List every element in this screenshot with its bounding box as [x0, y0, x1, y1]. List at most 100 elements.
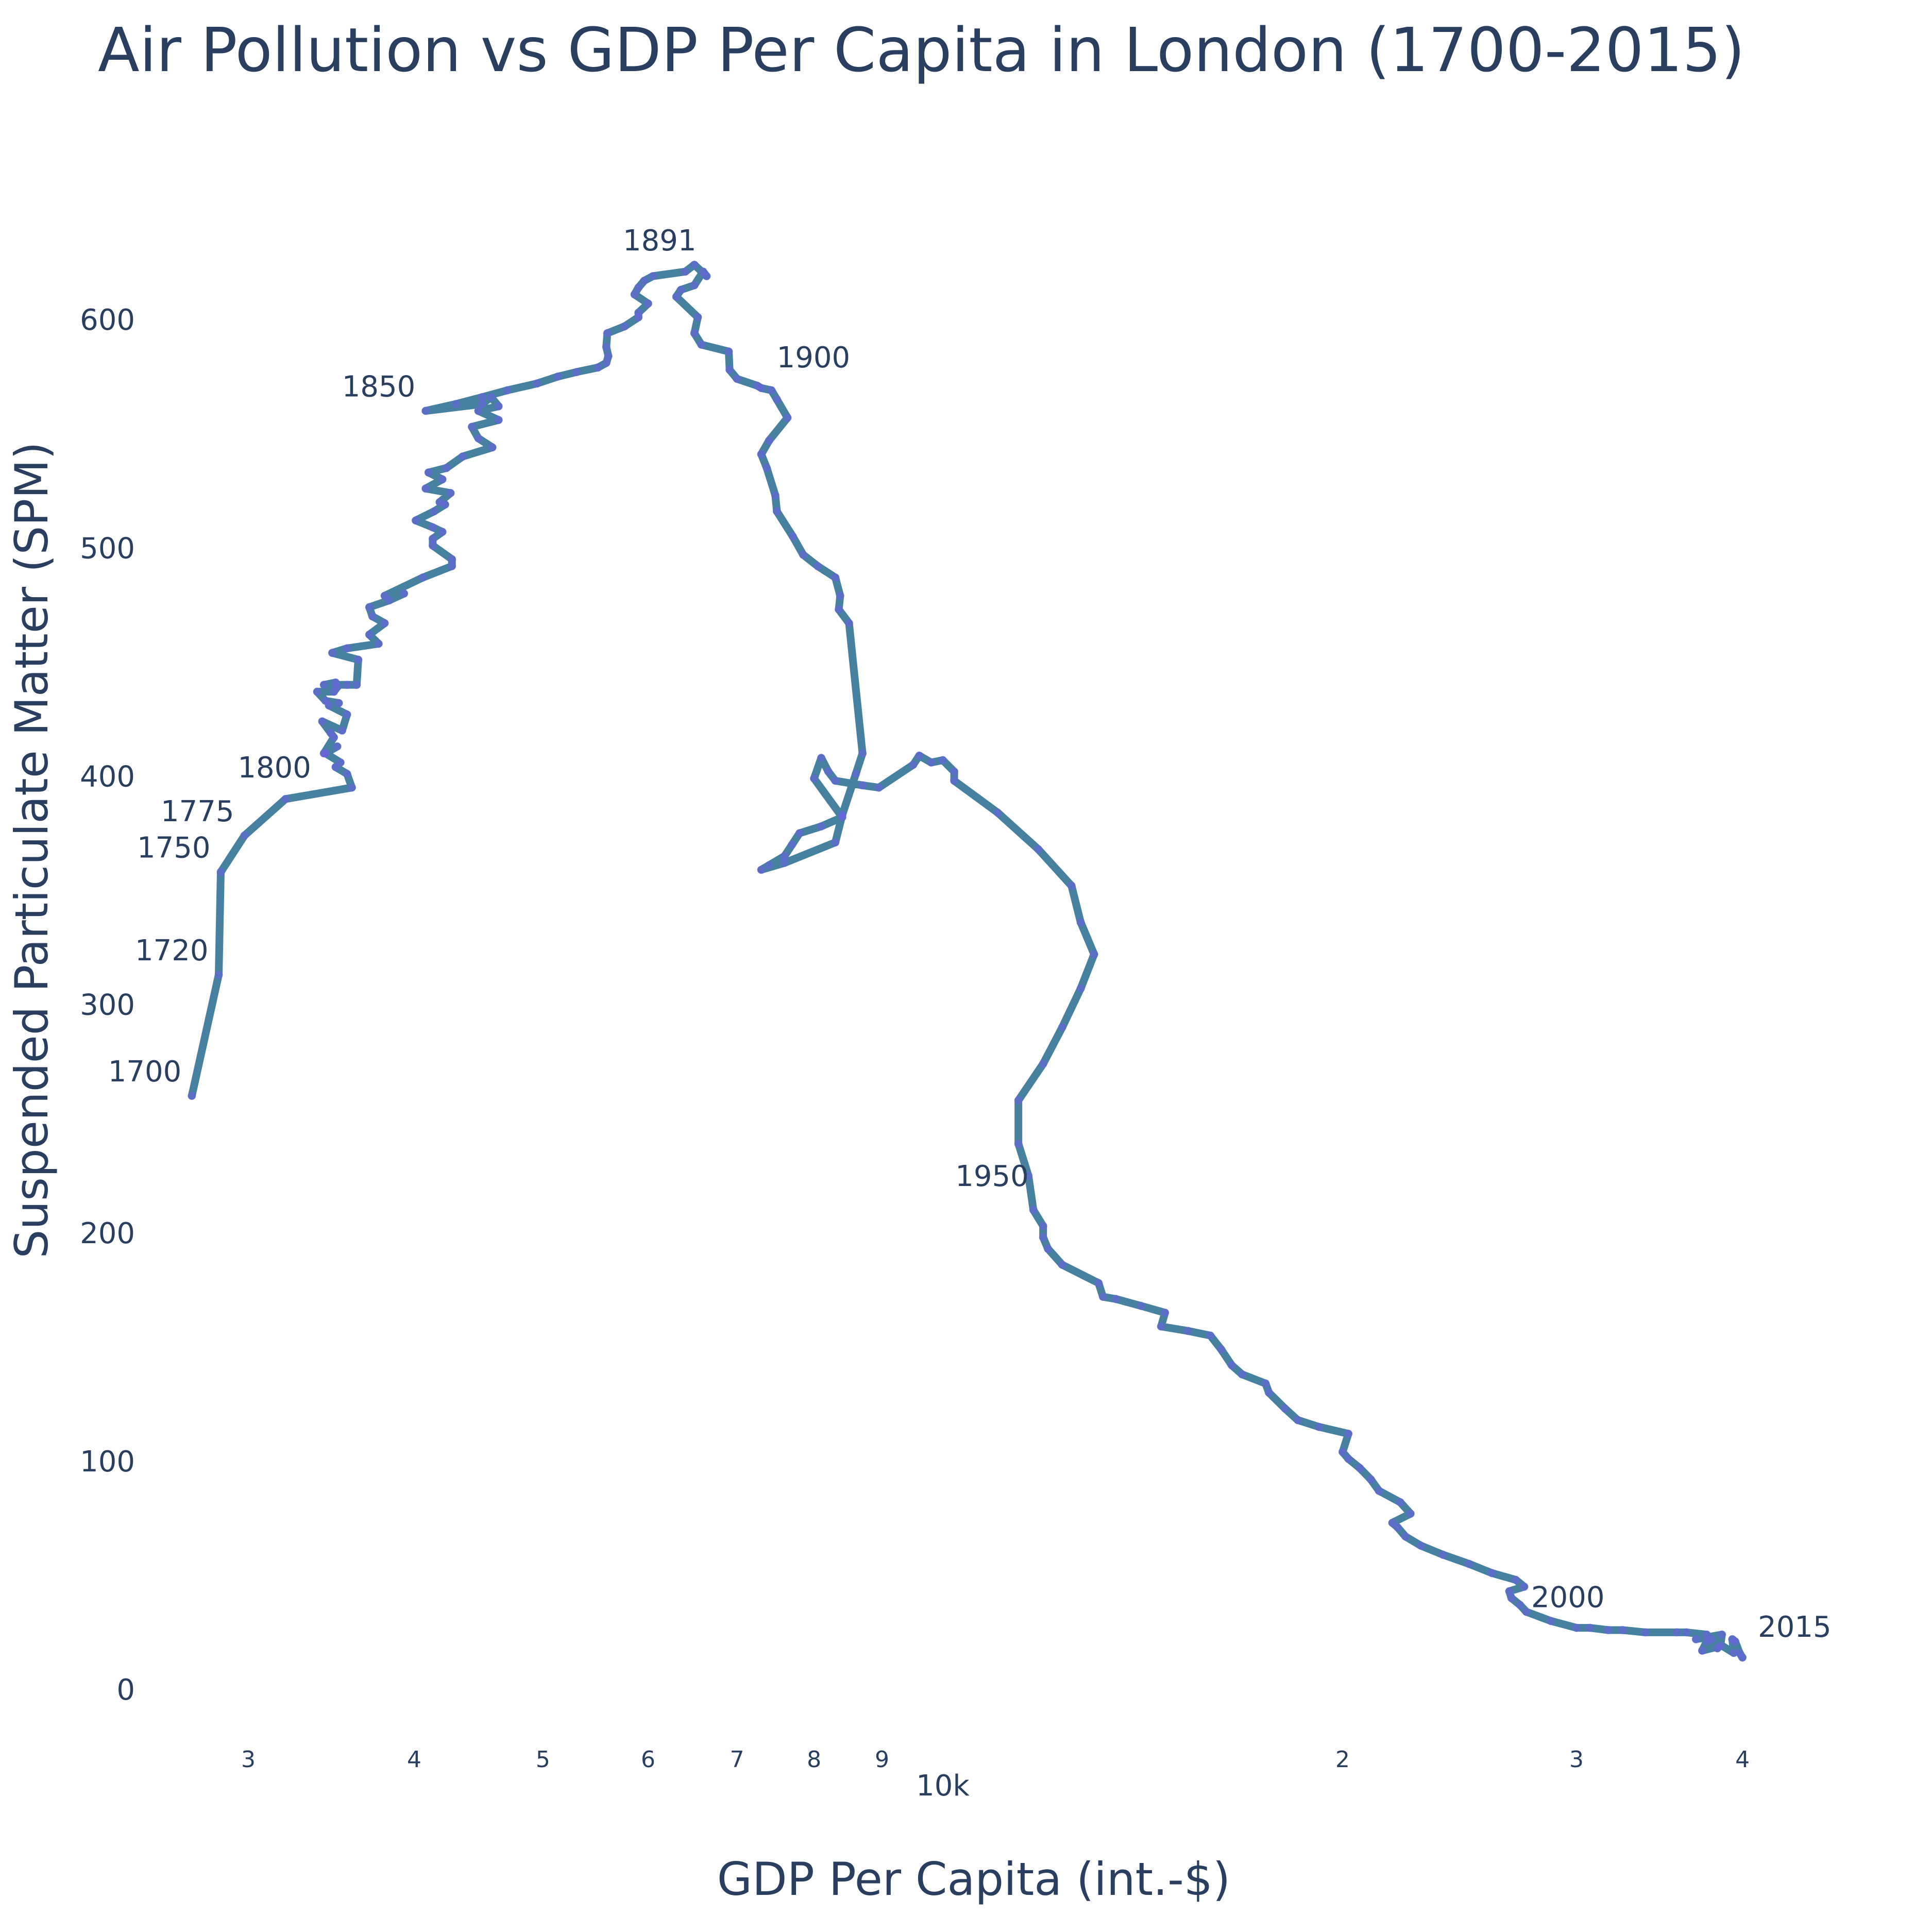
data-point	[343, 710, 351, 719]
data-point	[1585, 1623, 1594, 1632]
data-point	[488, 443, 497, 452]
data-point	[1465, 1560, 1473, 1568]
data-point	[1024, 1172, 1033, 1180]
data-point	[690, 260, 699, 269]
data-point	[672, 292, 681, 301]
data-point	[765, 861, 773, 870]
data-point	[452, 400, 460, 409]
data-point	[338, 726, 347, 735]
data-point	[838, 813, 846, 822]
year-label: 1891	[623, 224, 697, 258]
data-point	[368, 612, 377, 621]
data-point	[1691, 1635, 1700, 1643]
x-tick-label: 5	[536, 1747, 550, 1773]
data-point	[788, 840, 796, 849]
data-point	[810, 774, 819, 783]
y-tick-label: 300	[80, 989, 135, 1022]
data-point	[604, 352, 613, 361]
data-point	[771, 491, 779, 500]
data-point	[553, 372, 562, 381]
data-point	[494, 402, 503, 411]
data-point	[874, 783, 883, 792]
year-label: 1850	[342, 370, 416, 403]
data-point	[448, 562, 456, 570]
data-point	[428, 541, 437, 550]
data-point	[354, 655, 363, 664]
data-point	[281, 794, 290, 803]
year-label: 1900	[777, 341, 851, 375]
data-point	[817, 754, 825, 762]
year-label: 2000	[1531, 1581, 1605, 1615]
data-point	[400, 589, 409, 598]
data-point	[216, 868, 225, 876]
data-point	[858, 781, 867, 790]
data-point	[594, 363, 602, 372]
data-point	[430, 507, 438, 516]
data-point	[1698, 1646, 1706, 1655]
data-point	[1516, 1601, 1524, 1609]
x-tick-label: 2	[1335, 1747, 1350, 1773]
y-tick-label: 400	[80, 760, 135, 794]
data-point	[927, 758, 936, 767]
data-point	[318, 717, 327, 726]
data-point	[1355, 1464, 1364, 1472]
y-tick-label: 600	[80, 303, 135, 337]
data-point	[1401, 1532, 1410, 1541]
data-point	[503, 386, 512, 395]
data-point	[836, 591, 844, 600]
year-label: 1950	[955, 1160, 1029, 1193]
data-point	[1281, 1404, 1290, 1413]
data-point	[1641, 1628, 1650, 1637]
data-point	[411, 516, 420, 525]
data-point	[474, 406, 483, 415]
data-point	[831, 776, 840, 785]
data-point	[915, 751, 924, 760]
data-point	[1184, 1327, 1193, 1335]
data-point	[1090, 950, 1098, 959]
data-point	[939, 756, 947, 765]
data-point	[240, 831, 249, 840]
data-point	[421, 484, 430, 493]
data-point	[1520, 1582, 1529, 1591]
data-point	[343, 681, 351, 689]
data-point	[831, 573, 840, 582]
data-point	[319, 681, 328, 689]
data-point	[835, 605, 843, 614]
data-point	[852, 770, 860, 778]
data-point	[365, 603, 374, 612]
data-point	[1076, 984, 1085, 993]
data-point	[352, 681, 361, 689]
x-tick-label: 9	[875, 1747, 889, 1773]
data-point	[1137, 1301, 1145, 1310]
data-point	[824, 767, 833, 776]
data-point	[1029, 1206, 1038, 1214]
data-point	[1366, 1475, 1375, 1484]
data-point	[1512, 1575, 1520, 1584]
data-point	[487, 393, 496, 401]
data-point	[1344, 1429, 1353, 1438]
data-point	[1438, 1550, 1447, 1559]
year-label: 1750	[137, 832, 211, 865]
data-point	[1505, 1587, 1514, 1596]
data-point	[1098, 1293, 1107, 1301]
data-point	[572, 368, 581, 377]
data-point	[442, 464, 451, 472]
data-point	[799, 550, 807, 559]
x-tick-label: 3	[1569, 1747, 1584, 1773]
year-label: 1700	[108, 1055, 182, 1089]
data-point	[699, 267, 707, 276]
x-tick-label: 4	[1735, 1747, 1750, 1773]
data-point	[1058, 1023, 1066, 1031]
x-axis-title: GDP Per Capita (int.-$)	[717, 1853, 1230, 1906]
data-point	[333, 742, 342, 751]
data-point	[676, 285, 685, 294]
data-point	[634, 308, 643, 317]
data-point	[757, 866, 766, 874]
data-point	[448, 555, 456, 564]
year-label: 2015	[1758, 1611, 1832, 1644]
data-point	[1547, 1617, 1555, 1625]
data-point	[1039, 1059, 1047, 1068]
chart-title: Air Pollution vs GDP Per Capita in Londo…	[98, 14, 1745, 86]
data-point	[1217, 1345, 1226, 1353]
